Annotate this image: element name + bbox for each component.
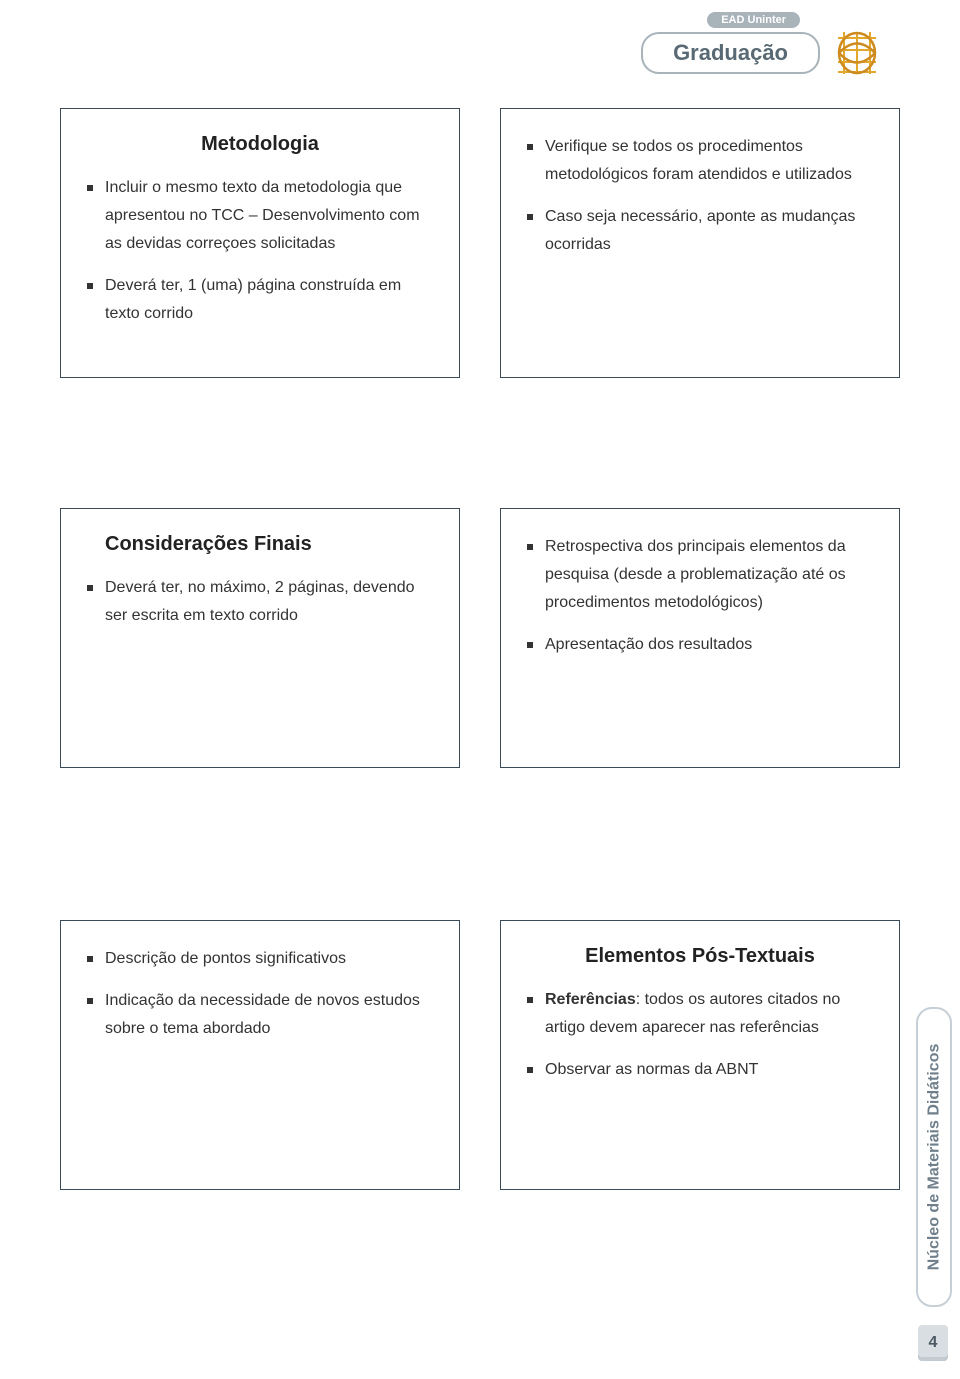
page-number: 4 [918, 1325, 948, 1361]
row-2: Considerações Finais Deverá ter, no máxi… [60, 508, 900, 768]
list-metodologia-right: Verifique se todos os procedimentos meto… [527, 133, 873, 259]
graduacao-text: Graduação [673, 40, 788, 65]
row-3: Descrição de pontos significativos Indic… [60, 920, 900, 1190]
list-item: Caso seja necessário, aponte as mudanças… [527, 203, 873, 259]
list-item: Incluir o mesmo texto da metodologia que… [87, 174, 433, 258]
ead-tag-text: EAD Uninter [721, 14, 786, 26]
side-label: Núcleo de Materiais Didáticos [916, 1007, 952, 1307]
title-consideracoes: Considerações Finais [105, 533, 433, 556]
box-metodologia: Metodologia Incluir o mesmo texto da met… [60, 108, 460, 378]
list-item: Retrospectiva dos principais elementos d… [527, 533, 873, 617]
row-1: Metodologia Incluir o mesmo texto da met… [60, 108, 900, 378]
list-item: Referências: todos os autores citados no… [527, 986, 873, 1042]
ead-tag: EAD Uninter [707, 12, 800, 28]
list-consideracoes: Deverá ter, no máximo, 2 páginas, devend… [87, 574, 433, 630]
list-row3-left: Descrição de pontos significativos Indic… [87, 945, 433, 1043]
list-item: Apresentação dos resultados [527, 631, 873, 659]
page-number-text: 4 [929, 1334, 938, 1352]
list-item: Indicação da necessidade de novos estudo… [87, 987, 433, 1043]
list-item: Deverá ter, 1 (uma) página construída em… [87, 272, 433, 328]
globe-icon [832, 28, 882, 78]
list-metodologia: Incluir o mesmo texto da metodologia que… [87, 174, 433, 328]
title-elementos-pos: Elementos Pós-Textuais [527, 945, 873, 968]
list-item: Observar as normas da ABNT [527, 1056, 873, 1084]
box-elementos-pos: Elementos Pós-Textuais Referências: todo… [500, 920, 900, 1190]
box-metodologia-right: Verifique se todos os procedimentos meto… [500, 108, 900, 378]
list-elementos-pos: Referências: todos os autores citados no… [527, 986, 873, 1084]
box-consideracoes: Considerações Finais Deverá ter, no máxi… [60, 508, 460, 768]
list-item: Verifique se todos os procedimentos meto… [527, 133, 873, 189]
side-label-text: Núcleo de Materiais Didáticos [925, 1044, 943, 1271]
list-consideracoes-right: Retrospectiva dos principais elementos d… [527, 533, 873, 659]
box-row3-left: Descrição de pontos significativos Indic… [60, 920, 460, 1190]
list-item: Descrição de pontos significativos [87, 945, 433, 973]
graduacao-pill: Graduação [641, 32, 820, 74]
list-item: Deverá ter, no máximo, 2 páginas, devend… [87, 574, 433, 630]
box-consideracoes-right: Retrospectiva dos principais elementos d… [500, 508, 900, 768]
title-metodologia: Metodologia [87, 133, 433, 156]
